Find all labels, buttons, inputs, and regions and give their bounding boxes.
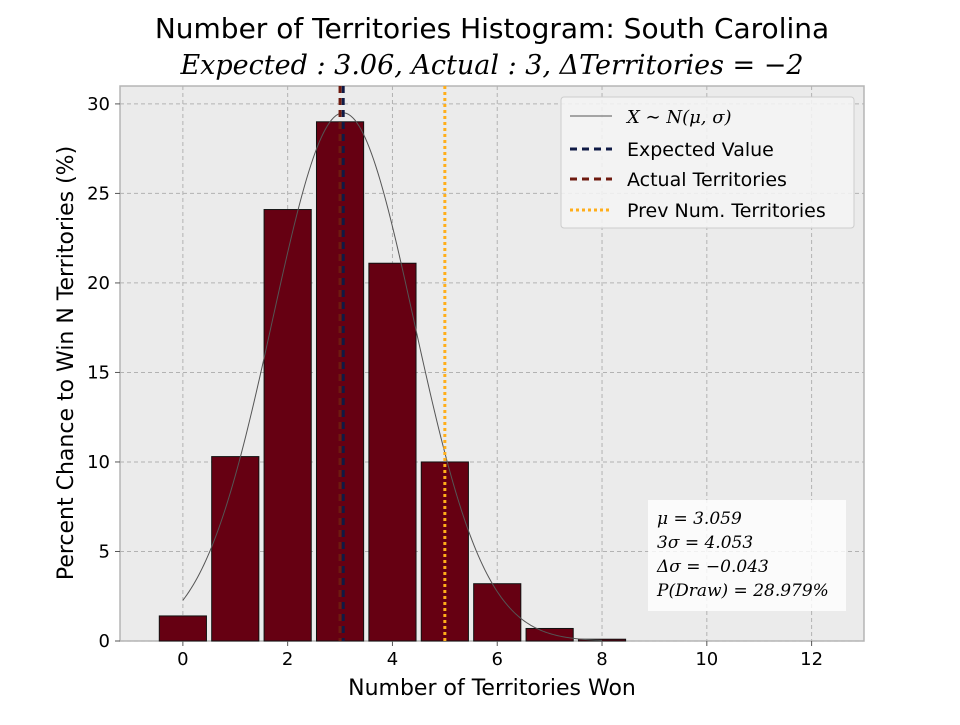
y-tick-label: 30 xyxy=(87,94,110,115)
x-tick-label: 10 xyxy=(695,649,718,670)
stats-line: μ = 3.059 xyxy=(657,509,742,529)
histogram-bar xyxy=(263,209,312,642)
histogram-bar xyxy=(211,456,260,642)
reference-lines-group xyxy=(338,86,447,641)
x-tick-label: 0 xyxy=(177,649,188,670)
normal-fit-curve xyxy=(182,112,603,641)
legend-label: X ∼ N(μ, σ) xyxy=(625,107,732,128)
legend-label: Expected Value xyxy=(627,139,774,161)
legend: X ∼ N(μ, σ) Expected Value Actual Territor… xyxy=(560,96,855,229)
y-tick-label: 25 xyxy=(87,183,110,204)
stats-line: 3σ = 4.053 xyxy=(657,533,753,553)
y-tick-label: 5 xyxy=(99,541,110,562)
legend-label: Prev Num. Territories xyxy=(627,200,826,222)
histogram-bar xyxy=(158,615,207,642)
y-tick-label: 20 xyxy=(87,273,110,294)
stats-line: Δσ = −0.043 xyxy=(656,557,769,577)
x-tick-label: 6 xyxy=(492,649,503,670)
y-tick-label: 0 xyxy=(99,631,110,652)
y-axis-ticks: 0 5 10 15 20 25 30 xyxy=(87,94,120,652)
x-tick-label: 8 xyxy=(596,649,607,670)
legend-box xyxy=(560,96,855,229)
x-tick-label: 4 xyxy=(387,649,398,670)
histogram-bar xyxy=(420,461,469,642)
x-tick-label: 12 xyxy=(800,649,823,670)
y-axis-label: Percent Chance to Win N Territories (%) xyxy=(54,146,79,580)
stats-box-background xyxy=(648,500,846,611)
x-axis-ticks: 0 2 4 6 8 10 12 xyxy=(177,641,823,670)
legend-label: Actual Territories xyxy=(627,169,787,191)
bars-group xyxy=(158,121,627,642)
y-tick-label: 15 xyxy=(87,362,110,383)
stats-box: μ = 3.059 3σ = 4.053 Δσ = −0.043 P(Draw) = … xyxy=(648,500,846,611)
x-axis-label: Number of Territories Won xyxy=(348,676,636,701)
histogram-bar xyxy=(525,627,574,642)
chart-subtitle: Expected : 3.06, Actual : 3, ΔTerritorie… xyxy=(179,50,803,81)
normal-fit-group xyxy=(182,112,603,641)
histogram-bar xyxy=(368,262,417,642)
histogram-bar xyxy=(473,583,522,642)
x-tick-label: 2 xyxy=(282,649,293,670)
y-tick-label: 10 xyxy=(87,452,110,473)
stats-line: P(Draw) = 28.979% xyxy=(656,581,829,601)
chart-title: Number of Territories Histogram: South C… xyxy=(155,12,829,45)
